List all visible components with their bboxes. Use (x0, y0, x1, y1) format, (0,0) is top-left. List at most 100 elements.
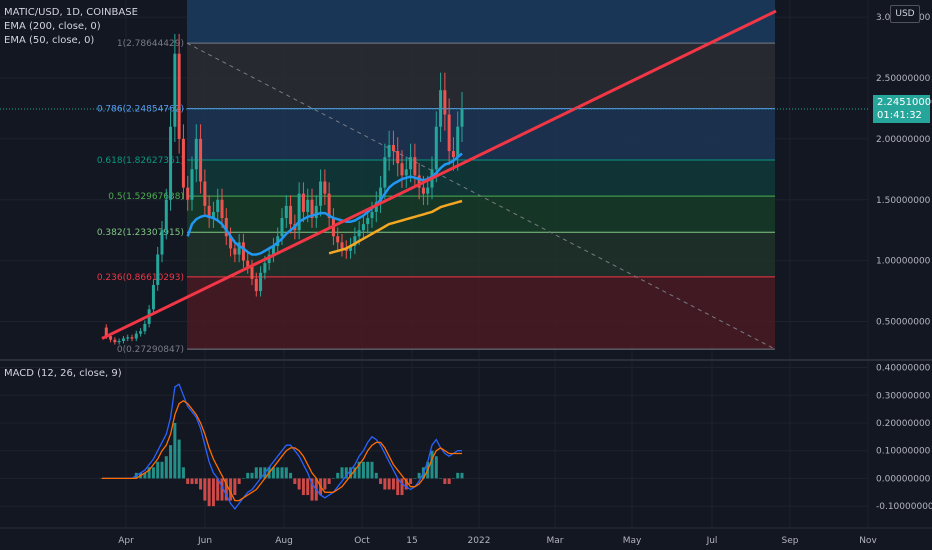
candle-body-51 (319, 181, 323, 206)
macd-hist-74 (417, 472, 421, 479)
candle-body-8 (134, 333, 138, 339)
candle-body-42 (280, 218, 284, 237)
candle-body-20 (186, 187, 190, 200)
candle-body-29 (224, 218, 228, 237)
macd-hist-65 (379, 478, 383, 484)
chart-legend: MATIC/USD, 1D, COINBASE EMA (200, close,… (4, 6, 138, 48)
candle-body-44 (289, 205, 293, 225)
symbol-label[interactable]: MATIC/USD, 1D, COINBASE (4, 7, 138, 18)
fib-zone-4 (187, 232, 775, 277)
macd-pane (100, 383, 464, 510)
fib-label-0: 1(2.78644429) (117, 39, 184, 49)
macd-hist-78 (434, 456, 438, 479)
fib-trend-diagonal (186, 42, 776, 350)
candle-body-14 (160, 230, 164, 255)
macd-line (102, 383, 462, 510)
macd-hist-37 (259, 467, 263, 479)
candle-body-74 (417, 175, 421, 188)
candle-body-40 (271, 246, 275, 255)
fibonacci-retracement[interactable]: 1(2.78644429) 0.786(2.24854762) 0.618(1.82… (97, 0, 776, 355)
price-tick-1: 1.00000000 (876, 257, 931, 267)
macd-hist-69 (396, 478, 400, 496)
candle-body-5 (121, 338, 125, 341)
macd-tick-2: 0.10000000 (876, 447, 931, 457)
macd-label[interactable]: MACD (12, 26, close, 9) (4, 368, 122, 379)
trendline (101, 9, 777, 340)
candle-body-53 (327, 193, 331, 219)
fib-label-2: 0.618(1.82627361) (97, 156, 184, 166)
macd-hist-31 (233, 478, 237, 496)
macd-hist-80 (443, 478, 447, 484)
fib-label-4: 0.382(1.23307915) (97, 228, 184, 238)
candle-body-34 (246, 260, 250, 267)
candle-body-63 (370, 211, 374, 219)
candle-body-6 (126, 337, 130, 339)
macd-tick-1: 0.00000000 (876, 474, 931, 484)
macd-hist-79 (439, 478, 443, 479)
candle-body-30 (229, 236, 233, 249)
macd-hist-44 (289, 472, 293, 479)
time-tick-0: Apr (118, 536, 134, 546)
macd-hist-13 (156, 461, 160, 479)
candle-body-69 (396, 151, 400, 164)
candle-body-21 (190, 169, 194, 200)
last-price-badge: 2.24510000 01:41:32 (873, 95, 932, 123)
time-tick-5: 2022 (468, 536, 491, 546)
time-tick-7: May (623, 536, 642, 546)
macd-hist-29 (224, 478, 228, 501)
candle-body-36 (254, 278, 258, 292)
candle-body-56 (340, 242, 344, 249)
macd-hist-27 (216, 478, 220, 501)
macd-hist-23 (199, 478, 203, 490)
candle-body-17 (173, 53, 177, 127)
candle-body-43 (284, 205, 288, 219)
candle-body-70 (400, 163, 404, 176)
price-tick-0: 0.50000000 (876, 317, 931, 327)
macd-hist-26 (211, 478, 215, 507)
fib-label-1: 0.786(2.24854762) (97, 105, 184, 115)
candle-body-46 (297, 193, 301, 231)
macd-tick-4: 0.30000000 (876, 391, 931, 401)
candle-body-3 (113, 339, 117, 343)
macd-hist-16 (169, 445, 173, 479)
macd-hist-70 (400, 478, 404, 496)
candle-body-32 (237, 242, 241, 255)
currency-button[interactable]: USD (890, 5, 920, 23)
candle-body-38 (263, 263, 267, 273)
price-tick-2: 1.50000000 (876, 196, 931, 206)
candle-body-64 (374, 202, 378, 212)
price-tick-4: 2.50000000 (876, 74, 931, 84)
candle-body-80 (443, 90, 447, 115)
overlay-lines (0, 9, 868, 340)
macd-hist-55 (336, 472, 340, 479)
candle-body-9 (139, 331, 143, 334)
time-tick-8: Jul (706, 536, 718, 546)
macd-hist-73 (413, 478, 417, 479)
candle-body-31 (233, 248, 237, 255)
time-tick-6: Mar (547, 536, 564, 546)
candle-body-22 (194, 138, 198, 170)
macd-hist-43 (284, 467, 288, 479)
candle-body-13 (156, 254, 160, 285)
macd-hist-41 (276, 467, 280, 479)
candle-body-68 (391, 144, 395, 152)
macd-hist-25 (207, 478, 211, 507)
candle-body-33 (241, 242, 245, 261)
macd-hist-20 (186, 478, 190, 484)
candle-body-75 (421, 187, 425, 194)
ema200-label[interactable]: EMA (200, close, 0) (4, 21, 101, 32)
macd-hist-32 (237, 478, 241, 484)
ema200-line (328, 199, 463, 255)
macd-hist-68 (391, 478, 395, 490)
macd-tick-5: 0.40000000 (876, 364, 931, 374)
candle-body-27 (216, 199, 220, 212)
signal-line (102, 400, 462, 502)
macd-tick-0: -0.10000000 (876, 502, 932, 512)
macd-hist-24 (203, 478, 207, 501)
candle-body-79 (439, 90, 443, 127)
ema50-label[interactable]: EMA (50, close, 0) (4, 35, 95, 46)
macd-hist-28 (220, 478, 224, 501)
macd-hist-84 (460, 472, 464, 479)
macd-hist-11 (147, 467, 151, 479)
